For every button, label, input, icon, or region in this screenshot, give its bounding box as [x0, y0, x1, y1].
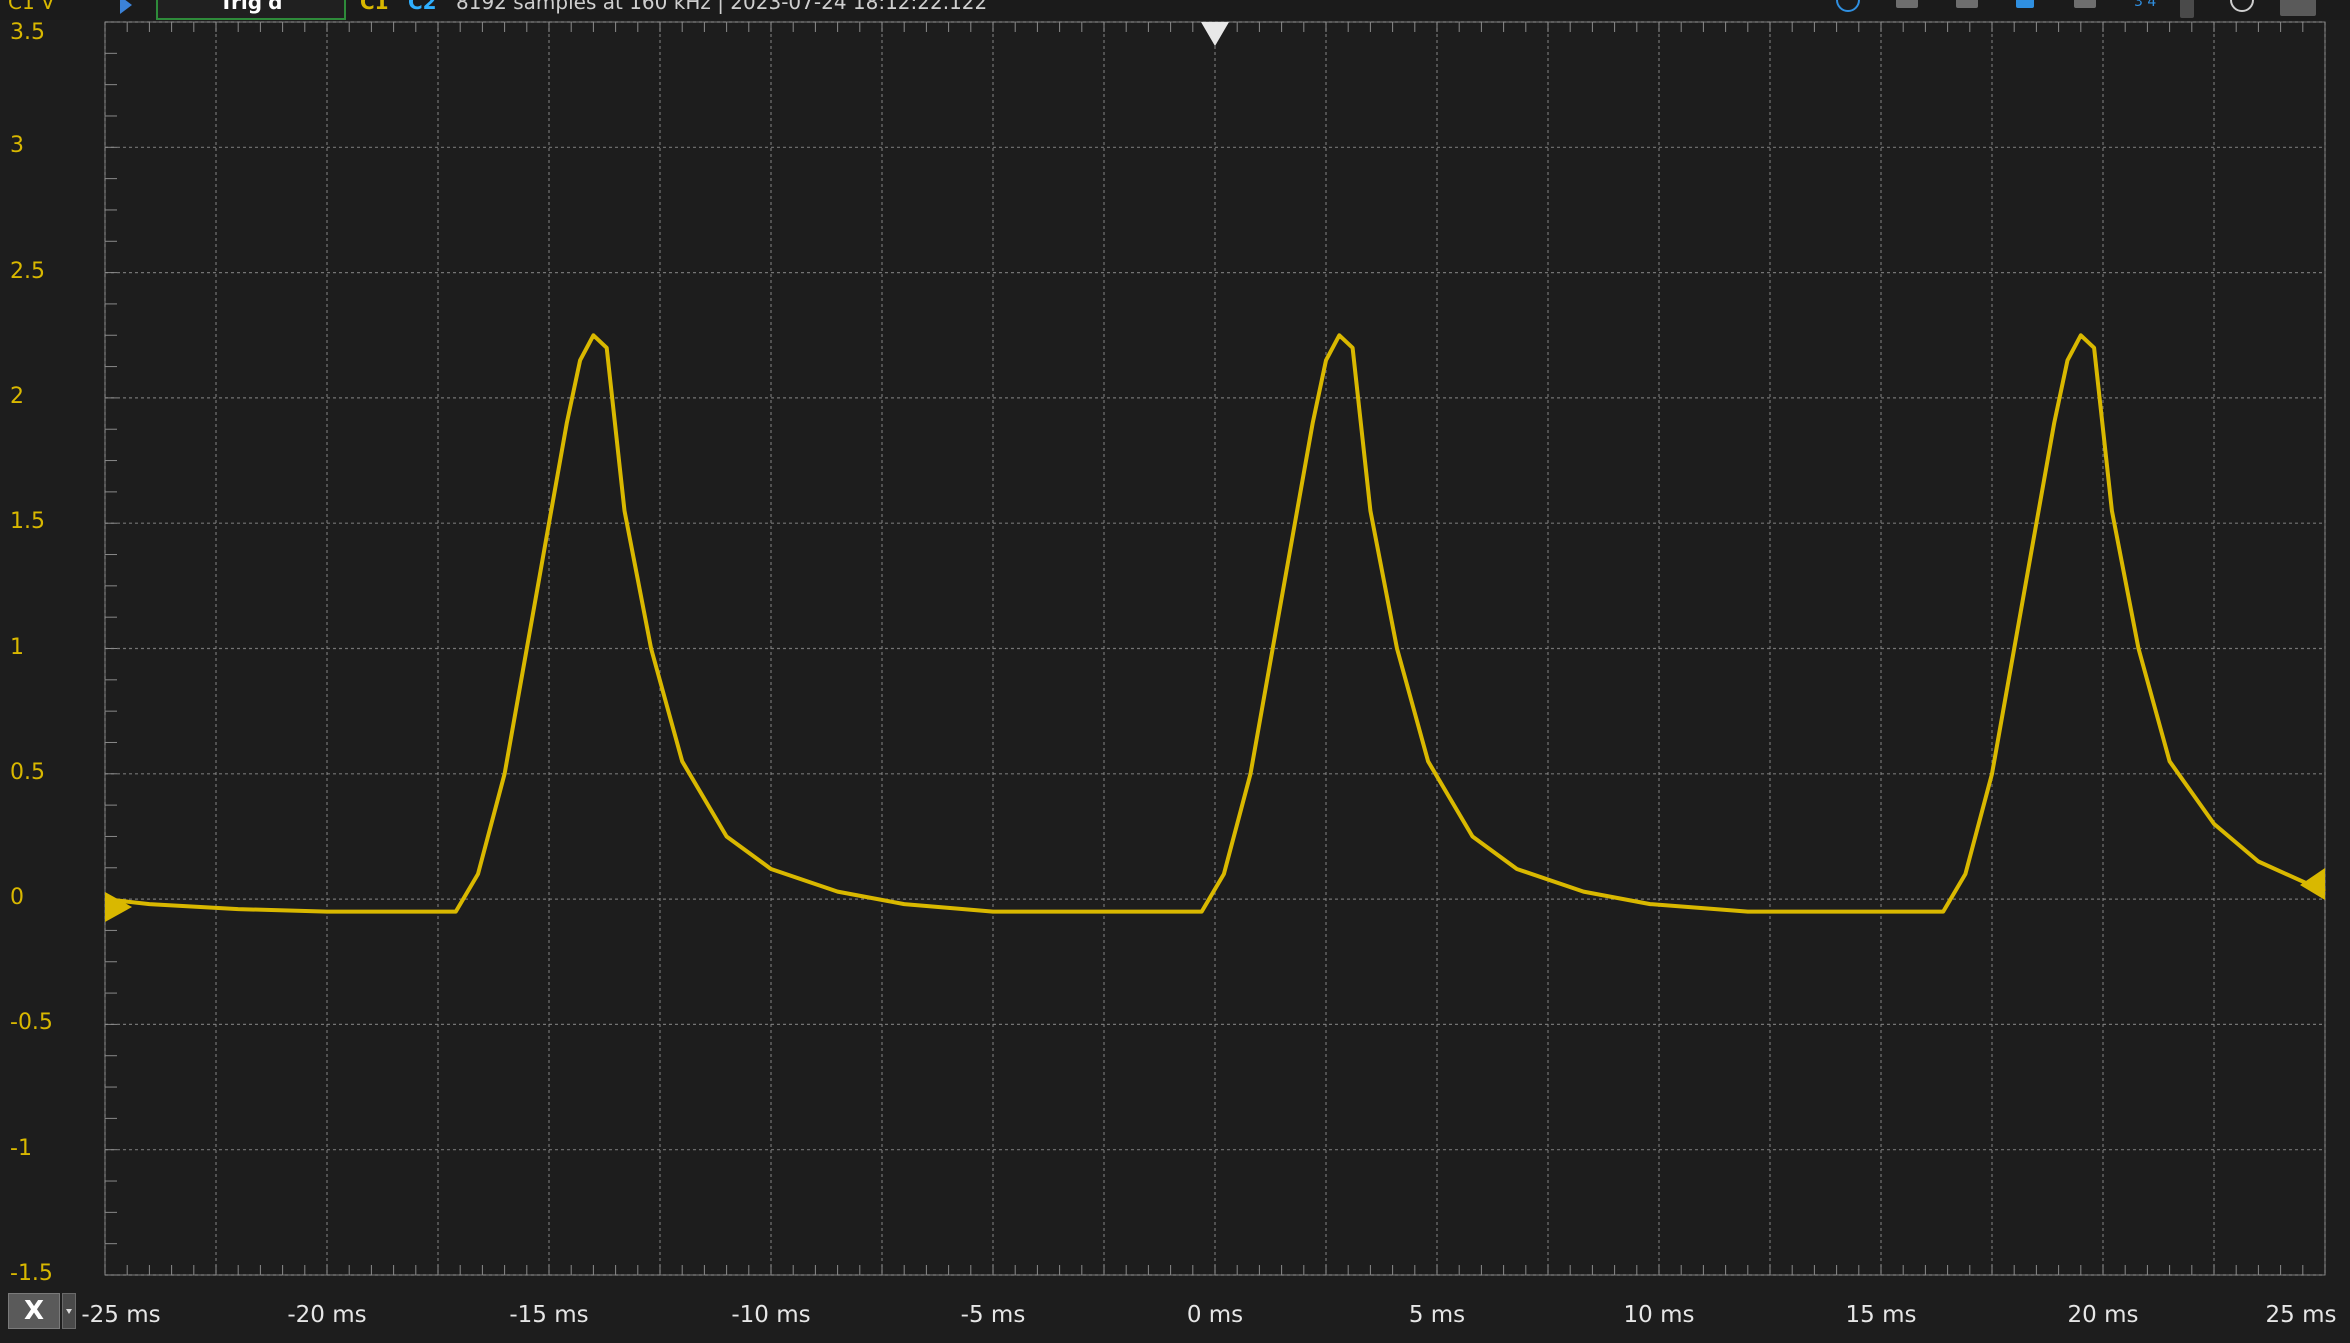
y-tick-label: 3	[10, 133, 24, 159]
x-tick-label: -10 ms	[731, 1302, 811, 1328]
channel1-offset-marker[interactable]	[105, 892, 132, 922]
y-tick-label: 0.5	[10, 759, 45, 785]
channel1-trigger-level-marker[interactable]	[2300, 868, 2325, 900]
channel2-toggle[interactable]: C2	[408, 0, 437, 14]
run-icon[interactable]	[120, 0, 132, 14]
x-axis-dropdown[interactable]	[62, 1293, 76, 1329]
channel-unit-label: C1 V	[8, 0, 55, 14]
y-tick-label: 2.5	[10, 258, 45, 284]
y-tick-label: -1.5	[10, 1261, 53, 1286]
channel1-trace	[104, 333, 2326, 914]
top-toolbar: C1 V Trig'd C1 C2 8192 samples at 160 kH…	[0, 0, 2350, 20]
x-tick-label: 25 ms	[2265, 1302, 2337, 1328]
zoom-level-label: 3 4	[2134, 0, 2157, 10]
x-tick-label: 20 ms	[2067, 1302, 2139, 1328]
y-tick-label: 3.5	[10, 20, 45, 45]
x-tick-label: 0 ms	[1186, 1302, 1244, 1328]
trigger-marker-icon[interactable]	[2016, 0, 2034, 8]
x-tick-label: 10 ms	[1623, 1302, 1695, 1328]
x-axis-button[interactable]: X	[8, 1293, 60, 1329]
channel1-toggle[interactable]: C1	[360, 0, 389, 14]
gear-icon[interactable]	[2280, 0, 2316, 16]
x-tick-label: -15 ms	[509, 1302, 589, 1328]
grid-lines	[104, 21, 2326, 1276]
x-tick-label: 5 ms	[1408, 1302, 1466, 1328]
x-tick-label: -25 ms	[81, 1302, 161, 1328]
y-tick-label: -0.5	[10, 1010, 53, 1036]
measure-tool-icon[interactable]	[2074, 0, 2096, 8]
minor-ticks	[104, 21, 2326, 1276]
y-tick-label: -1	[10, 1135, 32, 1161]
x-tick-label: -5 ms	[960, 1302, 1026, 1328]
y-tick-label: 1	[10, 634, 24, 660]
y-tick-label: 0	[10, 885, 24, 911]
dropdown-icon[interactable]	[2180, 0, 2194, 18]
cursor-tool-icon[interactable]	[1896, 0, 1918, 8]
y-tick-label: 1.5	[10, 509, 45, 535]
trigger-status-button[interactable]: Trig'd	[156, 0, 346, 20]
acquisition-info: 8192 samples at 160 kHz | 2023-07-24 18:…	[456, 0, 988, 14]
x-tick-label: -20 ms	[287, 1302, 367, 1328]
y-tick-label: 2	[10, 383, 24, 409]
align-tool-icon[interactable]	[1956, 0, 1978, 8]
x-tick-label: 15 ms	[1845, 1302, 1917, 1328]
trigger-position-marker[interactable]	[1201, 22, 1229, 46]
